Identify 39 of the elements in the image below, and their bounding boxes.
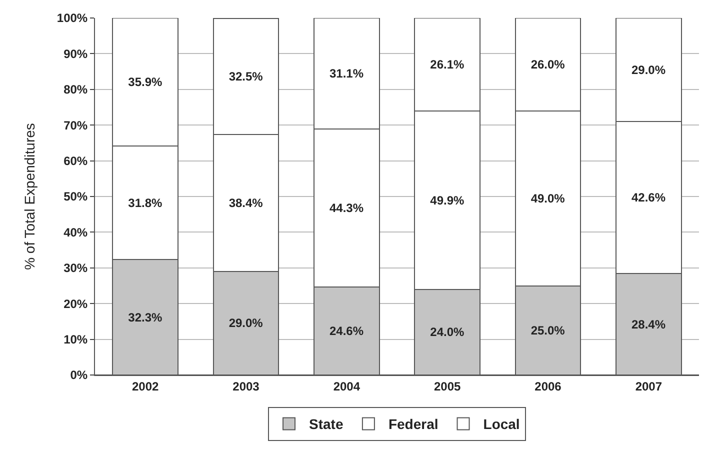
- y-tick-label: 0%: [70, 368, 88, 382]
- data-label: 44.3%: [329, 201, 364, 216]
- y-tick-label: 60%: [64, 154, 88, 168]
- x-tick-label: 2004: [333, 379, 360, 394]
- x-tick-label: 2006: [534, 379, 562, 394]
- data-label: 25.0%: [530, 323, 566, 338]
- data-label: 29.0%: [228, 316, 264, 330]
- data-label: 49.0%: [530, 191, 566, 206]
- data-label: 31.8%: [128, 196, 163, 210]
- data-label: 26.0%: [530, 57, 566, 72]
- x-tick-label: 2002: [132, 379, 159, 394]
- data-label: 24.6%: [329, 324, 364, 338]
- y-tick-label: 10%: [64, 332, 88, 346]
- data-label: 26.1%: [430, 58, 465, 72]
- data-label: 29.0%: [631, 62, 666, 77]
- legend-label: Local: [483, 416, 520, 432]
- y-tick-label: 80%: [64, 82, 88, 97]
- y-tick-label: 40%: [64, 225, 88, 240]
- y-tick-label: 70%: [64, 118, 88, 132]
- data-label: 35.9%: [128, 75, 163, 90]
- data-label: 31.1%: [329, 66, 364, 81]
- legend-label: State: [309, 416, 344, 432]
- data-label: 32.5%: [228, 69, 264, 84]
- x-tick-label: 2007: [635, 379, 662, 394]
- legend-label: Federal: [388, 416, 438, 432]
- y-tick-label: 90%: [64, 46, 88, 61]
- x-tick-label: 2005: [434, 379, 461, 394]
- y-axis-title: % of Total Expenditures: [21, 123, 38, 270]
- y-tick-label: 100%: [56, 11, 88, 26]
- data-label: 24.0%: [430, 325, 465, 340]
- x-tick-label: 2003: [232, 379, 260, 394]
- y-tick-label: 20%: [64, 296, 88, 311]
- data-label: 28.4%: [631, 317, 666, 332]
- data-label: 32.3%: [128, 310, 163, 324]
- y-tick-label: 50%: [64, 190, 88, 204]
- y-tick-label: 30%: [64, 261, 88, 276]
- data-label: 42.6%: [631, 190, 666, 205]
- data-label: 49.9%: [430, 193, 465, 208]
- data-label: 38.4%: [228, 196, 264, 210]
